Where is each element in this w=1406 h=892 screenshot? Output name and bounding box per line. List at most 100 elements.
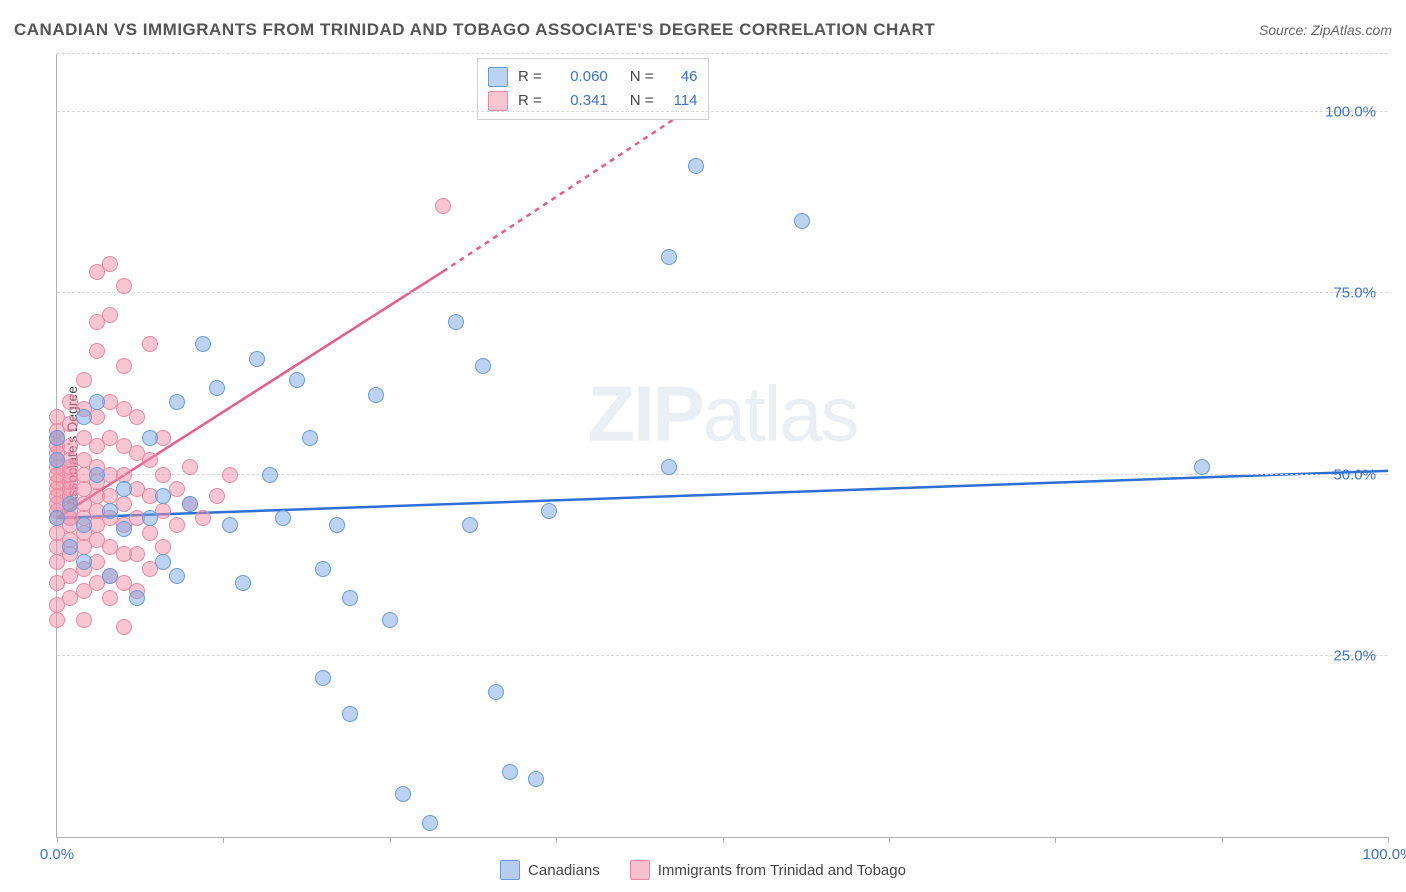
- scatter-point: [49, 612, 65, 628]
- scatter-point: [195, 510, 211, 526]
- y-tick-label: 100.0%: [1325, 104, 1376, 121]
- gridline: [57, 474, 1388, 475]
- x-tick: [1388, 837, 1389, 843]
- scatter-point: [488, 684, 504, 700]
- bottom-legend: Canadians Immigrants from Trinidad and T…: [0, 860, 1406, 880]
- scatter-point: [102, 503, 118, 519]
- swatch-pink: [630, 860, 650, 880]
- gridline: [57, 655, 1388, 656]
- scatter-point: [541, 503, 557, 519]
- scatter-point: [1194, 459, 1210, 475]
- scatter-point: [76, 554, 92, 570]
- x-tick: [889, 837, 890, 843]
- y-tick-label: 50.0%: [1333, 466, 1376, 483]
- gridline: [57, 292, 1388, 293]
- scatter-point: [49, 452, 65, 468]
- scatter-point: [462, 517, 478, 533]
- y-tick-label: 25.0%: [1333, 647, 1376, 664]
- scatter-point: [76, 612, 92, 628]
- scatter-point: [661, 249, 677, 265]
- scatter-point: [342, 590, 358, 606]
- scatter-point: [688, 158, 704, 174]
- scatter-point: [222, 517, 238, 533]
- legend-swatch: [488, 67, 508, 87]
- scatter-point: [169, 517, 185, 533]
- legend-r-label: R =: [518, 89, 542, 113]
- scatter-point: [102, 568, 118, 584]
- trend-line: [57, 471, 1388, 518]
- scatter-point: [209, 488, 225, 504]
- scatter-point: [76, 517, 92, 533]
- scatter-point: [116, 521, 132, 537]
- scatter-point: [435, 198, 451, 214]
- scatter-point: [102, 307, 118, 323]
- scatter-point: [76, 409, 92, 425]
- scatter-point: [89, 467, 105, 483]
- scatter-point: [182, 459, 198, 475]
- swatch-blue: [500, 860, 520, 880]
- scatter-point: [62, 539, 78, 555]
- scatter-point: [315, 561, 331, 577]
- scatter-point: [116, 481, 132, 497]
- plot-area: ZIPatlas R =0.060N =46R =0.341N =114 25.…: [56, 54, 1388, 838]
- scatter-point: [448, 314, 464, 330]
- scatter-point: [395, 786, 411, 802]
- scatter-point: [49, 510, 65, 526]
- scatter-point: [302, 430, 318, 446]
- bottom-legend-label-1: Canadians: [528, 862, 600, 879]
- scatter-point: [102, 256, 118, 272]
- scatter-point: [794, 213, 810, 229]
- scatter-point: [315, 670, 331, 686]
- scatter-point: [275, 510, 291, 526]
- y-tick-label: 75.0%: [1333, 285, 1376, 302]
- x-tick: [1055, 837, 1056, 843]
- bottom-legend-canadians: Canadians: [500, 860, 600, 880]
- x-tick: [723, 837, 724, 843]
- scatter-point: [342, 706, 358, 722]
- scatter-point: [102, 590, 118, 606]
- scatter-point: [368, 387, 384, 403]
- scatter-point: [169, 394, 185, 410]
- x-tick: [57, 837, 58, 843]
- scatter-point: [502, 764, 518, 780]
- scatter-point: [661, 459, 677, 475]
- scatter-point: [169, 568, 185, 584]
- scatter-point: [289, 372, 305, 388]
- scatter-point: [475, 358, 491, 374]
- legend-row: R =0.060N =46: [488, 65, 698, 89]
- scatter-point: [222, 467, 238, 483]
- legend-n-label: N =: [630, 89, 654, 113]
- scatter-point: [382, 612, 398, 628]
- scatter-point: [89, 343, 105, 359]
- x-tick: [390, 837, 391, 843]
- scatter-point: [142, 510, 158, 526]
- scatter-point: [116, 358, 132, 374]
- scatter-point: [249, 351, 265, 367]
- gridline: [57, 53, 1388, 54]
- title-bar: CANADIAN VS IMMIGRANTS FROM TRINIDAD AND…: [14, 20, 1392, 40]
- scatter-point: [62, 496, 78, 512]
- scatter-point: [262, 467, 278, 483]
- scatter-point: [49, 430, 65, 446]
- legend-r-label: R =: [518, 65, 542, 89]
- trendlines-svg: [57, 54, 1388, 837]
- x-tick: [223, 837, 224, 843]
- scatter-point: [528, 771, 544, 787]
- source-label: Source: ZipAtlas.com: [1259, 22, 1392, 38]
- legend-n-value: 46: [664, 65, 698, 89]
- scatter-point: [422, 815, 438, 831]
- scatter-point: [129, 409, 145, 425]
- scatter-point: [155, 488, 171, 504]
- scatter-point: [209, 380, 225, 396]
- gridline: [57, 111, 1388, 112]
- chart-title: CANADIAN VS IMMIGRANTS FROM TRINIDAD AND…: [14, 20, 935, 40]
- scatter-point: [142, 452, 158, 468]
- x-tick: [556, 837, 557, 843]
- scatter-point: [142, 430, 158, 446]
- scatter-point: [89, 394, 105, 410]
- bottom-legend-label-2: Immigrants from Trinidad and Tobago: [658, 862, 906, 879]
- scatter-point: [116, 619, 132, 635]
- legend-r-value: 0.060: [552, 65, 608, 89]
- scatter-point: [142, 525, 158, 541]
- scatter-point: [235, 575, 251, 591]
